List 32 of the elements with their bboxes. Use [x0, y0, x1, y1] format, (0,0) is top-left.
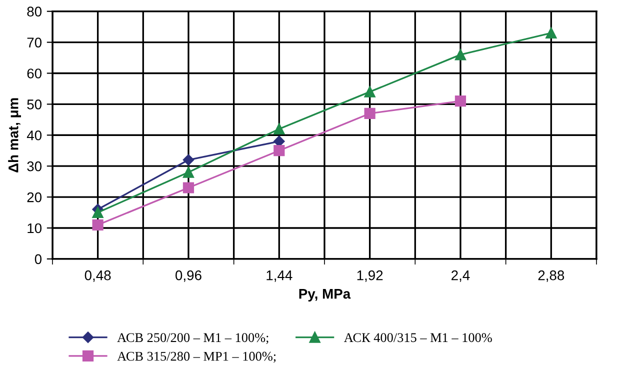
point: [92, 219, 104, 230]
y-tick-label: 30: [27, 161, 42, 172]
x-tick-label: 2,4: [452, 270, 470, 282]
y-tick-label: 80: [27, 6, 42, 17]
x-tick-label: 1,92: [357, 270, 383, 282]
point: [454, 96, 466, 107]
y-tick-label: 60: [27, 68, 42, 78]
x-axis-title: Py, MPa: [299, 289, 351, 302]
x-tick-label: 1,44: [266, 270, 292, 282]
y-axis-title: Δh mat, μm: [8, 98, 21, 172]
y-tick-label: 20: [27, 192, 42, 202]
y-tick-label: 70: [27, 38, 42, 48]
x-tick-label: 0,48: [84, 270, 111, 282]
y-tick-label: 40: [26, 130, 42, 140]
y-tick-label: 0: [34, 254, 42, 264]
point: [274, 145, 285, 156]
x-tick-label: 0,96: [176, 270, 202, 282]
point: [92, 206, 104, 218]
y-tick-label: 10: [28, 223, 42, 234]
legend-label: АСВ 315/280 – МР1 – 100%;: [117, 352, 276, 363]
point: [546, 27, 557, 39]
legend-label: АСВ 250/200 – М1 – 100%;: [117, 333, 268, 344]
point: [274, 123, 285, 134]
point: [182, 166, 194, 178]
x-tick-label: 2,88: [538, 270, 564, 282]
point: [364, 86, 376, 98]
legend-label: АСК 400/315 – М1 – 100%: [344, 333, 492, 342]
point: [364, 108, 376, 120]
point: [454, 49, 466, 60]
y-tick-label: 50: [27, 100, 42, 110]
point: [182, 182, 194, 194]
point: [182, 154, 194, 166]
